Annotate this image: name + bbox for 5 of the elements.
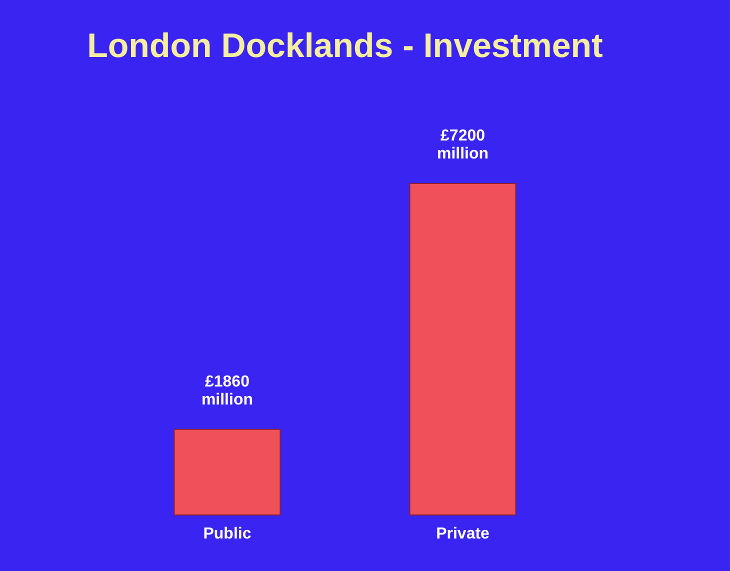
data-label: £7200 million <box>436 127 489 162</box>
x-tick-label: Private <box>436 526 490 542</box>
x-tick-label: Public <box>203 526 252 542</box>
data-label: £1860 million <box>201 373 254 408</box>
chart-title: London Docklands - Investment <box>87 27 603 65</box>
